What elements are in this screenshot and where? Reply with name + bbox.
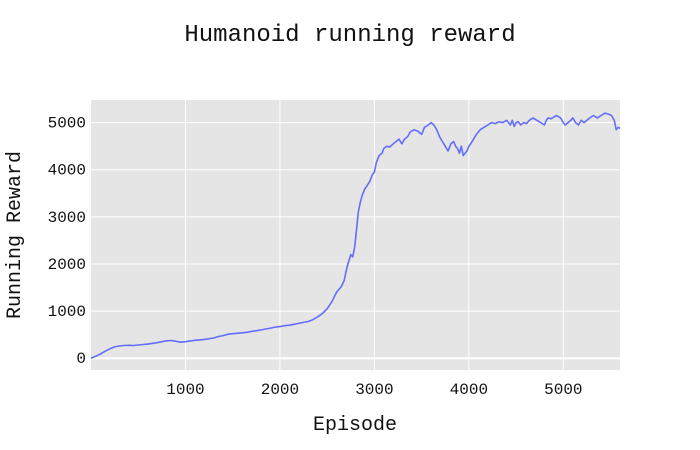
y-tick-label-3: 3000 — [48, 209, 86, 227]
chart-title: Humanoid running reward — [184, 22, 515, 49]
y-tick-label-1: 1000 — [48, 303, 86, 321]
y-tick-label-4: 4000 — [48, 162, 86, 180]
x-tick-label-1: 2000 — [261, 381, 299, 399]
x-tick-label-4: 5000 — [544, 381, 582, 399]
x-axis-title: Episode — [313, 414, 397, 437]
y-tick-label-2: 2000 — [48, 256, 86, 274]
y-tick-label-5: 5000 — [48, 115, 86, 133]
x-tick-label-2: 3000 — [355, 381, 393, 399]
y-axis-title: Running Reward — [4, 151, 27, 319]
tick-labels: 1000 2000 3000 4000 5000 0 1000 2000 3000 4000 500… — [48, 115, 583, 399]
x-tick-label-0: 1000 — [166, 381, 204, 399]
x-tick-label-3: 4000 — [450, 381, 488, 399]
y-tick-label-0: 0 — [76, 350, 86, 368]
grid-lines — [91, 100, 620, 370]
series-line-0 — [90, 112, 621, 359]
series-layer — [90, 112, 621, 359]
